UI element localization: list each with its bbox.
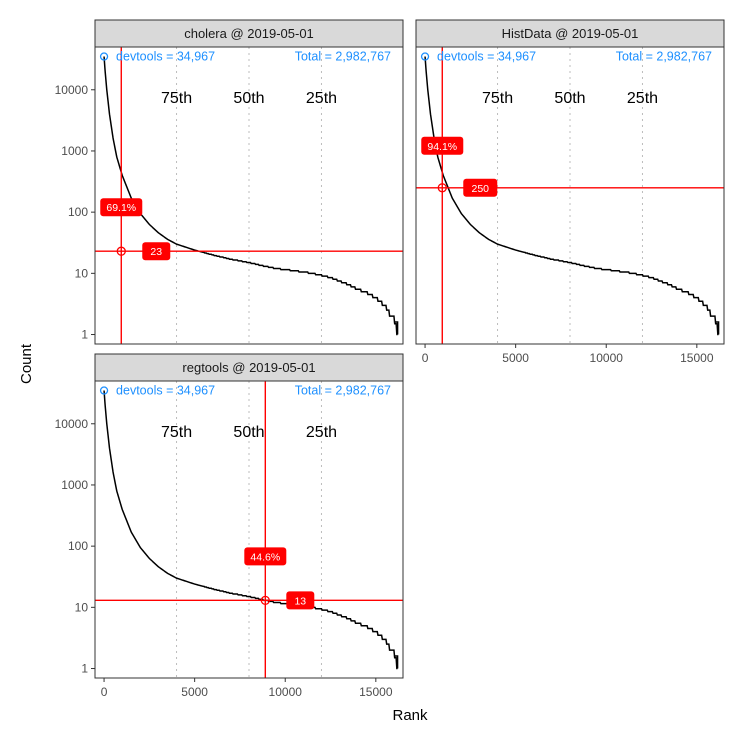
y-tick-label: 1: [81, 662, 88, 676]
curve-tail: [393, 655, 399, 669]
percentile-label-75th: 75th: [161, 90, 192, 107]
x-tick-label: 10000: [269, 685, 303, 699]
top-package-label: devtools = 34,967: [116, 384, 215, 398]
curve-tail: [393, 321, 399, 335]
percentile-label-75th: 75th: [482, 90, 513, 107]
y-tick-label: 10000: [55, 83, 89, 97]
x-tick-label: 15000: [680, 351, 714, 365]
y-tick-label: 1000: [61, 144, 88, 158]
plot-content: 75th 50th 25th 94.1% 250 devtools = 34,967 Tot…: [416, 47, 724, 344]
top-package-label: devtools = 34,967: [116, 50, 215, 64]
panel-border: [415, 46, 725, 345]
y-tick-label: 1000: [61, 478, 88, 492]
count-badge-text: 13: [294, 595, 306, 607]
percentile-badge-text: 69.1%: [106, 202, 136, 214]
highlight-point: [437, 183, 447, 193]
total-label: Total = 2,982,767: [616, 50, 712, 64]
count-badge: [142, 242, 171, 261]
panel-regtools: regtools @ 2019-05-01 75th 50th 25th 44.6% 13…: [55, 353, 404, 699]
y-tick-label: 10000: [55, 417, 89, 431]
strip-title: regtools @ 2019-05-01: [182, 360, 315, 375]
top-package-label: devtools = 34,967: [437, 50, 536, 64]
percentile-label-25th: 25th: [306, 424, 337, 441]
plot-content: 75th 50th 25th 44.6% 13 devtools = 34,967 Tota…: [95, 381, 403, 678]
top-package-point: [420, 52, 430, 61]
total-label: Total = 2,982,767: [295, 50, 391, 64]
percentile-label-25th: 25th: [306, 90, 337, 107]
plot-content: 75th 50th 25th 69.1% 23 devtools = 34,967 Tota…: [95, 47, 403, 344]
percentile-label-50th: 50th: [554, 90, 585, 107]
y-tick-label: 10: [75, 266, 89, 280]
x-tick-label: 0: [422, 351, 429, 365]
top-package-point: [99, 386, 109, 395]
y-tick-label: 100: [68, 539, 88, 553]
percentile-label-50th: 50th: [233, 90, 264, 107]
panels-layer: cholera @ 2019-05-01 75th 50th 25th 69.1% 23 d…: [55, 19, 725, 699]
panel-border: [94, 46, 404, 345]
percentile-label-50th: 50th: [233, 424, 264, 441]
count-curve: [424, 56, 719, 336]
count-badge-text: 250: [472, 183, 490, 195]
x-axis-title: Rank: [392, 707, 428, 724]
strip-background: [94, 19, 404, 48]
count-badge: [286, 591, 315, 610]
y-axis-title: Count: [18, 343, 35, 384]
count-badge: [463, 178, 498, 197]
x-tick-label: 15000: [359, 685, 393, 699]
x-tick-label: 5000: [502, 351, 529, 365]
panel-border: [94, 380, 404, 679]
strip-title: cholera @ 2019-05-01: [184, 26, 314, 41]
percentile-badge-text: 44.6%: [250, 551, 280, 563]
total-label: Total = 2,982,767: [295, 384, 391, 398]
strip-title: HistData @ 2019-05-01: [502, 26, 639, 41]
highlight-point: [116, 246, 126, 256]
percentile-badge-text: 94.1%: [427, 141, 457, 153]
percentile-label-75th: 75th: [161, 424, 192, 441]
count-badge-text: 23: [150, 246, 162, 258]
panel-cholera: cholera @ 2019-05-01 75th 50th 25th 69.1% 23 d…: [55, 19, 404, 345]
y-tick-label: 1: [81, 328, 88, 342]
count-curve: [103, 390, 398, 670]
count-curve: [103, 56, 398, 336]
percentile-badge: [244, 547, 287, 566]
x-tick-label: 10000: [590, 351, 624, 365]
percentile-label-25th: 25th: [627, 90, 658, 107]
y-tick-label: 10: [75, 600, 89, 614]
percentile-badge: [100, 198, 143, 217]
x-tick-label: 0: [101, 685, 108, 699]
x-tick-label: 5000: [181, 685, 208, 699]
y-tick-label: 100: [68, 205, 88, 219]
strip-background: [415, 19, 725, 48]
curve-tail: [714, 321, 720, 335]
percentile-badge: [421, 136, 464, 155]
strip-background: [94, 353, 404, 382]
highlight-point: [260, 595, 270, 606]
panel-HistData: HistData @ 2019-05-01 75th 50th 25th 94.1% 25…: [415, 19, 725, 365]
top-package-point: [99, 52, 109, 61]
